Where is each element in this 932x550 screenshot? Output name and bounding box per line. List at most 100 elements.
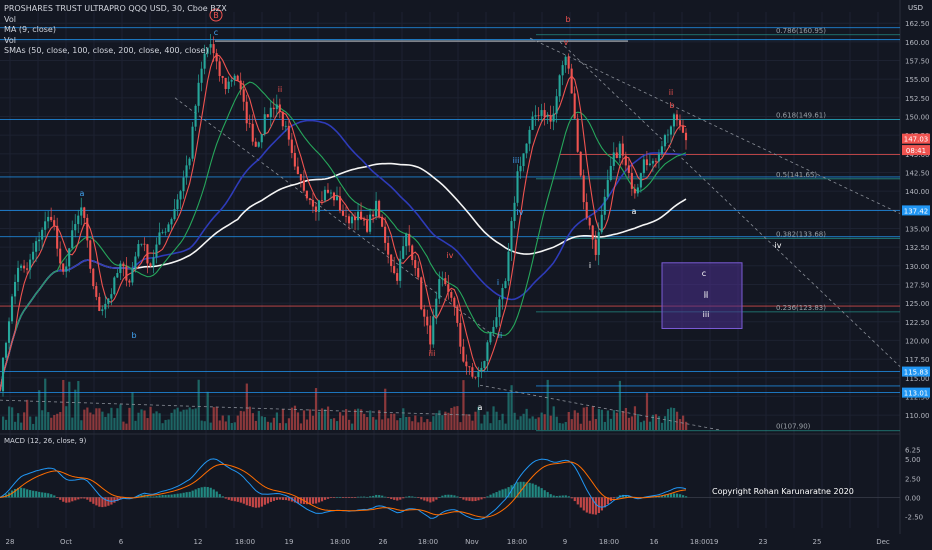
macd-histogram-bar — [426, 497, 429, 502]
candle-body — [71, 230, 74, 249]
legend-ma[interactable]: MA (9, close) — [4, 25, 56, 34]
volume-bar — [594, 419, 597, 430]
volume-bar — [378, 410, 381, 430]
volume-bar — [281, 408, 285, 430]
candle-body — [672, 114, 676, 127]
volume-bar — [579, 423, 582, 430]
candle-body — [558, 75, 561, 97]
macd-histogram-bar — [176, 493, 179, 498]
volume-bar — [372, 417, 375, 430]
volume-bar — [284, 423, 288, 430]
macd-histogram-bar — [576, 497, 579, 505]
legend-vol[interactable]: Vol — [4, 14, 16, 24]
legend-smas[interactable]: SMAs (50, close, 100, close, 200, close,… — [4, 46, 209, 55]
macd-histogram-bar — [411, 496, 414, 498]
macd-histogram-bar — [326, 497, 330, 499]
volume-bar — [621, 411, 625, 430]
volume-bar — [513, 412, 516, 430]
candle-body — [402, 246, 405, 259]
volume-bar — [239, 410, 242, 430]
macd-histogram-bar — [363, 496, 366, 498]
candle-body — [366, 220, 369, 232]
target-box — [661, 262, 743, 329]
time-tick-label: 18:00 — [330, 538, 350, 546]
candle-body — [423, 309, 426, 317]
volume-bar — [603, 421, 606, 430]
candle-body — [242, 89, 245, 102]
candle-body — [302, 180, 305, 191]
candle-body — [393, 266, 396, 274]
volume-bar — [230, 423, 233, 430]
macd-histogram-bar — [624, 495, 628, 498]
macd-histogram-bar — [173, 494, 176, 498]
candle-body — [125, 266, 128, 281]
wave-label: v — [564, 38, 569, 47]
macd-histogram-bar — [462, 497, 465, 500]
candle-body — [510, 221, 513, 252]
price-tag — [902, 366, 930, 377]
candle-body — [38, 239, 41, 242]
macd-histogram-bar — [68, 497, 71, 503]
macd-histogram-bar — [107, 497, 110, 506]
volume-bar — [95, 408, 98, 430]
candle-body — [35, 241, 38, 252]
candle-body — [669, 126, 673, 135]
volume-bar — [191, 409, 194, 430]
candle-body — [308, 198, 311, 200]
macd-histogram-bar — [182, 492, 185, 498]
macd-histogram-bar — [17, 487, 20, 498]
trend-lines — [0, 37, 901, 431]
candle-body — [329, 192, 333, 194]
symbol-title[interactable]: PROSHARES TRUST ULTRAPRO QQQ USD, 30, Cb… — [4, 4, 227, 13]
macd-legend[interactable]: MACD (12, 26, close, 9) — [4, 437, 87, 445]
volume-bar — [131, 392, 134, 430]
price-tick-label: 115.00 — [905, 375, 930, 383]
candle-body — [173, 209, 176, 220]
candle-body — [290, 139, 293, 153]
macd-histogram-bar — [239, 497, 242, 503]
volume-bar — [29, 416, 32, 430]
volume-bar — [152, 413, 155, 430]
candle-body — [110, 294, 113, 299]
macd-histogram-bar — [53, 495, 56, 498]
candle-body — [609, 165, 612, 181]
volume-bar — [528, 418, 531, 430]
volume-bar — [326, 406, 330, 430]
candle-body — [314, 206, 317, 212]
volume-bar — [636, 414, 640, 430]
volume-bar — [269, 422, 272, 430]
candle-body — [576, 118, 579, 152]
candle-body — [251, 123, 254, 142]
candle-body — [92, 268, 95, 287]
macd-histogram-bar — [20, 487, 23, 498]
macd-histogram-bar — [335, 497, 339, 498]
volume-bar — [215, 406, 218, 430]
candle-body — [399, 258, 402, 281]
volume-bar — [323, 409, 327, 430]
macd-histogram-bar — [263, 497, 266, 505]
macd-histogram-bar — [675, 493, 679, 498]
candle-body — [549, 115, 552, 122]
macd-histogram-bar — [278, 497, 282, 500]
volume-bar — [26, 399, 29, 430]
volume-bar — [272, 417, 276, 430]
volume-bar — [227, 415, 230, 430]
macd-histogram-bar — [597, 497, 600, 514]
legend-vol-2[interactable]: Vol — [4, 35, 16, 45]
candle-body — [134, 256, 137, 270]
candle-body — [320, 200, 323, 202]
macd-histogram-bar — [44, 492, 47, 498]
price-tag — [902, 387, 930, 398]
volume-bar — [351, 423, 354, 430]
macd-histogram-bar — [660, 495, 664, 498]
macd-histogram-bar — [405, 496, 408, 498]
macd-histogram-bar — [92, 497, 95, 504]
candle-body — [257, 142, 260, 147]
candle-body — [248, 123, 251, 125]
candle-body — [498, 299, 501, 318]
price-tag-label: 137.42 — [904, 207, 929, 215]
volume-bar — [20, 422, 23, 430]
candle-body — [540, 110, 543, 116]
